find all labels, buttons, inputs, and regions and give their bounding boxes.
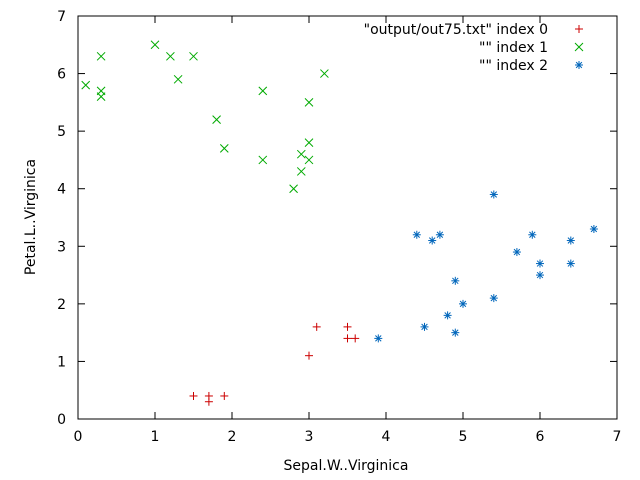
- x-tick-label: 3: [305, 429, 314, 445]
- x-tick-label: 2: [228, 429, 237, 445]
- data-point-series-0: [189, 391, 198, 400]
- data-point-series-1: [258, 86, 268, 96]
- data-point-series-1: [258, 155, 268, 165]
- data-point-series-2: [489, 190, 498, 199]
- data-point-series-1: [289, 184, 298, 194]
- data-point-series-2: [566, 259, 575, 268]
- data-point-series-1: [150, 40, 160, 50]
- legend-marker: [575, 25, 583, 33]
- legend-marker: [574, 42, 584, 52]
- data-point-series-2: [451, 276, 460, 285]
- y-tick-label: 6: [57, 67, 66, 83]
- y-tick-label: 2: [57, 297, 66, 313]
- data-point-series-2: [459, 299, 467, 308]
- data-point-series-2: [374, 334, 383, 343]
- legend-label: "output/out75.txt" index 0: [364, 22, 548, 38]
- y-tick-label: 1: [57, 354, 66, 370]
- data-point-series-1: [166, 51, 175, 61]
- y-tick-label: 3: [57, 239, 66, 255]
- data-point-series-0: [343, 334, 352, 343]
- plot-frame: [77, 15, 618, 420]
- data-point-series-0: [343, 322, 352, 331]
- data-point-series-2: [443, 311, 452, 320]
- data-point-series-1: [81, 80, 91, 90]
- x-axis-label: Sepal.W..Virginica: [284, 458, 409, 474]
- x-tick-label: 0: [74, 429, 83, 445]
- data-point-series-1: [304, 155, 314, 165]
- data-point-series-0: [305, 351, 313, 360]
- data-point-series-1: [296, 149, 306, 159]
- x-tick-label: 4: [382, 429, 391, 445]
- x-tick-label: 7: [613, 429, 622, 445]
- y-tick-label: 0: [57, 412, 66, 428]
- data-point-series-2: [451, 328, 460, 337]
- data-point-series-1: [320, 69, 329, 78]
- x-tick-label: 6: [536, 429, 545, 445]
- data-point-series-0: [312, 322, 321, 331]
- data-point-series-2: [512, 248, 521, 257]
- data-point-series-1: [304, 138, 314, 148]
- data-point-series-2: [489, 294, 498, 303]
- x-tick-label: 5: [459, 429, 468, 445]
- data-point-series-2: [589, 225, 598, 234]
- x-tick-label: 1: [151, 429, 160, 445]
- legend-marker: [575, 61, 583, 69]
- data-point-series-2: [412, 230, 421, 239]
- data-point-series-2: [536, 259, 544, 268]
- data-point-series-1: [304, 98, 314, 107]
- y-tick-label: 7: [57, 9, 66, 25]
- y-tick-label: 5: [57, 124, 66, 140]
- data-point-series-1: [173, 74, 183, 84]
- y-axis-label: Petal.L..Virginica: [23, 159, 39, 275]
- data-point-series-0: [351, 334, 360, 343]
- data-point-series-1: [96, 92, 106, 101]
- data-point-series-1: [96, 51, 106, 61]
- data-point-series-2: [536, 271, 544, 280]
- data-point-series-2: [566, 236, 575, 245]
- data-point-series-2: [528, 230, 537, 239]
- data-point-series-1: [296, 167, 306, 176]
- data-point-series-2: [428, 236, 437, 245]
- legend-label: "" index 1: [479, 40, 548, 56]
- data-point-series-0: [220, 391, 229, 400]
- data-point-series-0: [204, 397, 213, 406]
- data-point-series-1: [189, 51, 198, 61]
- data-point-series-2: [420, 322, 429, 331]
- data-point-series-2: [435, 230, 444, 239]
- legend-label: "" index 2: [479, 58, 548, 74]
- data-point-series-1: [212, 115, 221, 124]
- y-tick-label: 4: [57, 182, 66, 198]
- data-point-series-1: [219, 144, 229, 153]
